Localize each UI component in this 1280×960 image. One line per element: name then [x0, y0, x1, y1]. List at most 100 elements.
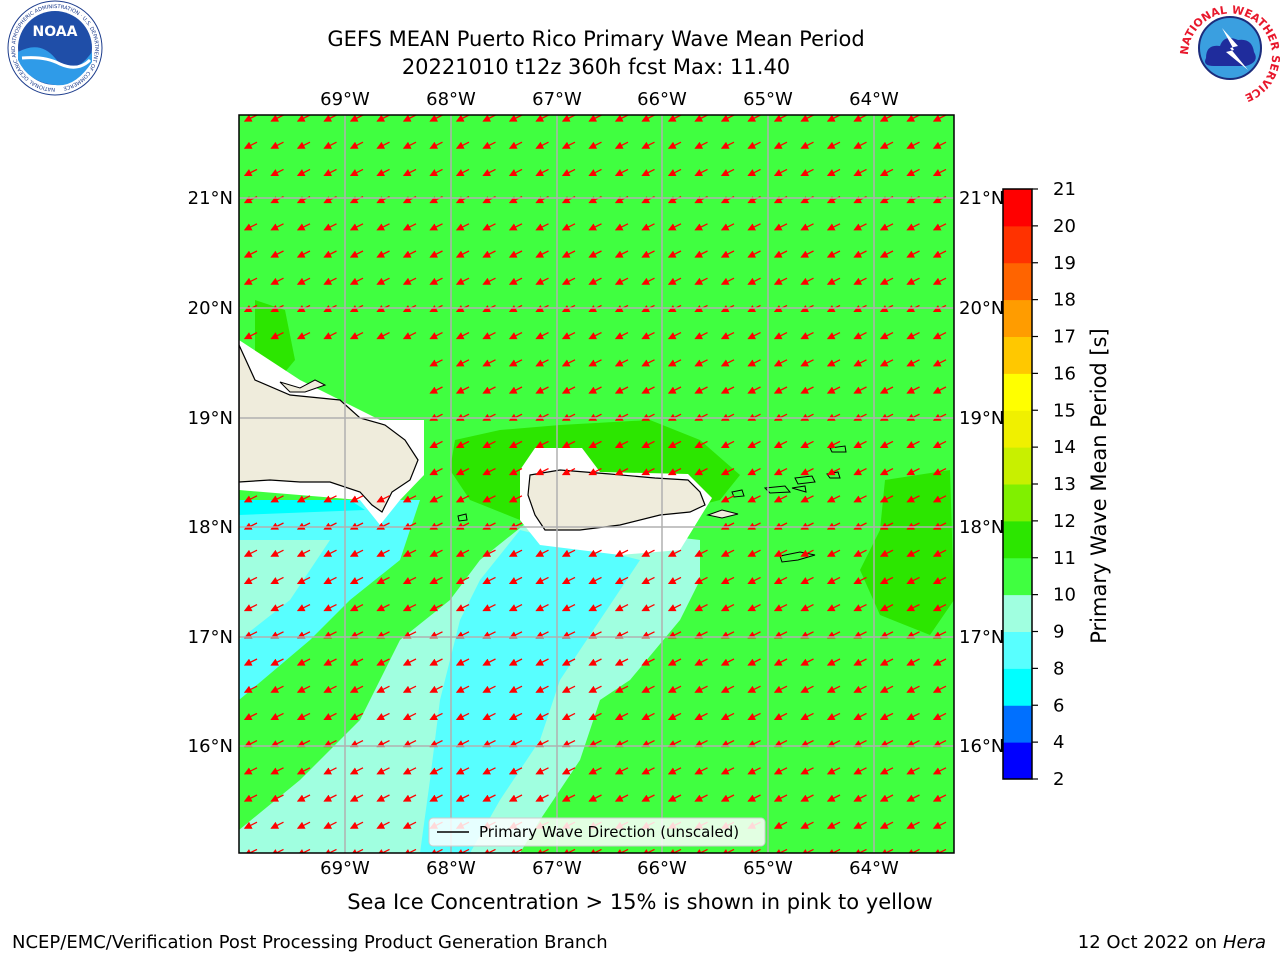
- wave-arrow: [932, 359, 947, 367]
- wave-arrow: [773, 332, 788, 340]
- wave-arrow: [853, 821, 867, 829]
- wave-arrow: [906, 495, 920, 503]
- map-subtitle-run-info: 20221010 t12z 360h fcst Max: 11.40: [401, 55, 791, 79]
- lon-label-top: 69°W: [320, 89, 370, 110]
- wave-arrow: [349, 658, 364, 666]
- wave-arrow: [561, 115, 576, 122]
- svg-text:NOAA: NOAA: [33, 24, 78, 40]
- wave-arrow: [932, 604, 947, 612]
- colorbar-segment: [1003, 668, 1032, 706]
- wave-arrow: [773, 413, 788, 421]
- wave-arrow: [270, 604, 284, 612]
- wave-arrow: [535, 468, 549, 476]
- wave-arrow: [747, 549, 761, 557]
- wave-arrow: [323, 712, 337, 720]
- wave-arrow: [508, 440, 523, 448]
- wave-arrow: [429, 468, 443, 476]
- wave-arrow: [429, 549, 443, 557]
- wave-arrow: [932, 386, 947, 394]
- wave-arrow: [429, 576, 443, 584]
- wave-arrow: [667, 685, 682, 693]
- wave-arrow: [641, 468, 655, 476]
- wave-arrow: [270, 141, 284, 149]
- wave-arrow: [323, 223, 337, 231]
- wave-arrow: [694, 250, 708, 258]
- colorbar-segment: [1003, 742, 1032, 780]
- wave-arrow: [402, 495, 417, 503]
- wave-arrow: [270, 277, 284, 285]
- wave-arrow: [482, 522, 496, 530]
- wave-arrow: [323, 658, 337, 666]
- wave-arrow: [323, 168, 337, 176]
- wave-arrow: [932, 413, 947, 421]
- wave-arrow: [879, 495, 894, 503]
- wave-arrow: [641, 332, 655, 340]
- wave-arrow: [826, 794, 841, 802]
- wave-arrow: [667, 794, 682, 802]
- wave-arrow: [879, 576, 894, 584]
- wave-arrow: [879, 767, 894, 775]
- colorbar-segment: [1003, 410, 1032, 448]
- wave-arrow: [323, 685, 337, 693]
- wave-arrow: [455, 468, 470, 476]
- wave-arrow: [561, 685, 576, 693]
- wave-arrow: [747, 332, 761, 340]
- wave-arrow: [429, 712, 443, 720]
- wave-arrow: [667, 332, 682, 340]
- wave-arrow: [296, 223, 311, 231]
- wave-arrow: [588, 277, 602, 285]
- wave-arrow: [535, 332, 549, 340]
- wave-arrow: [906, 821, 920, 829]
- wave-arrow: [270, 549, 284, 557]
- wave-arrow: [879, 413, 894, 421]
- wave-arrow: [455, 413, 470, 421]
- wave-arrow: [667, 440, 682, 448]
- colorbar-tick-label: 18: [1053, 290, 1076, 311]
- wave-arrow: [614, 685, 629, 693]
- wave-arrow: [376, 495, 390, 503]
- wave-arrow: [270, 685, 284, 693]
- wave-arrow: [773, 386, 788, 394]
- lon-label-top: 68°W: [426, 89, 476, 110]
- wave-arrow: [455, 115, 470, 122]
- wave-arrow: [508, 332, 523, 340]
- wave-arrow: [429, 223, 443, 231]
- wave-arrow: [270, 250, 284, 258]
- wave-arrow: [296, 332, 311, 340]
- wave-arrow: [508, 712, 523, 720]
- wave-arrow: [376, 250, 390, 258]
- wave-arrow: [614, 767, 629, 775]
- wave-arrow: [588, 141, 602, 149]
- wave-arrow: [773, 115, 788, 122]
- wave-arrow: [402, 332, 417, 340]
- colorbar-tick-label: 19: [1053, 253, 1076, 274]
- wave-arrow: [349, 332, 364, 340]
- wave-arrow: [906, 141, 920, 149]
- wave-arrow: [853, 658, 867, 666]
- wave-arrow: [323, 250, 337, 258]
- wave-arrow: [614, 604, 629, 612]
- wave-arrow: [402, 223, 417, 231]
- wave-arrow: [482, 549, 496, 557]
- wave-arrow: [800, 794, 814, 802]
- wave-arrow: [932, 468, 947, 476]
- wave-arrow: [694, 604, 708, 612]
- wave-arrow: [508, 413, 523, 421]
- wave-arrow: [694, 168, 708, 176]
- wave-arrow: [826, 468, 841, 476]
- wave-arrow: [694, 386, 708, 394]
- wave-arrow: [853, 250, 867, 258]
- wave-arrow: [429, 767, 443, 775]
- lat-label-right: 20°N: [959, 298, 1004, 319]
- lat-label-left: 17°N: [188, 627, 233, 648]
- nws-logo: NATIONAL WEATHER SERVICE: [1178, 1, 1280, 104]
- lon-label-bottom: 67°W: [532, 858, 582, 879]
- wave-arrow: [853, 495, 867, 503]
- wave-arrow: [879, 549, 894, 557]
- wave-arrow: [614, 359, 629, 367]
- wave-arrow: [588, 794, 602, 802]
- wave-arrow: [667, 141, 682, 149]
- wave-arrow: [455, 386, 470, 394]
- lat-label-right: 17°N: [959, 627, 1004, 648]
- longitude-labels: 69°W 68°W 67°W 66°W 65°W 64°W 69°W 68°W …: [320, 89, 899, 879]
